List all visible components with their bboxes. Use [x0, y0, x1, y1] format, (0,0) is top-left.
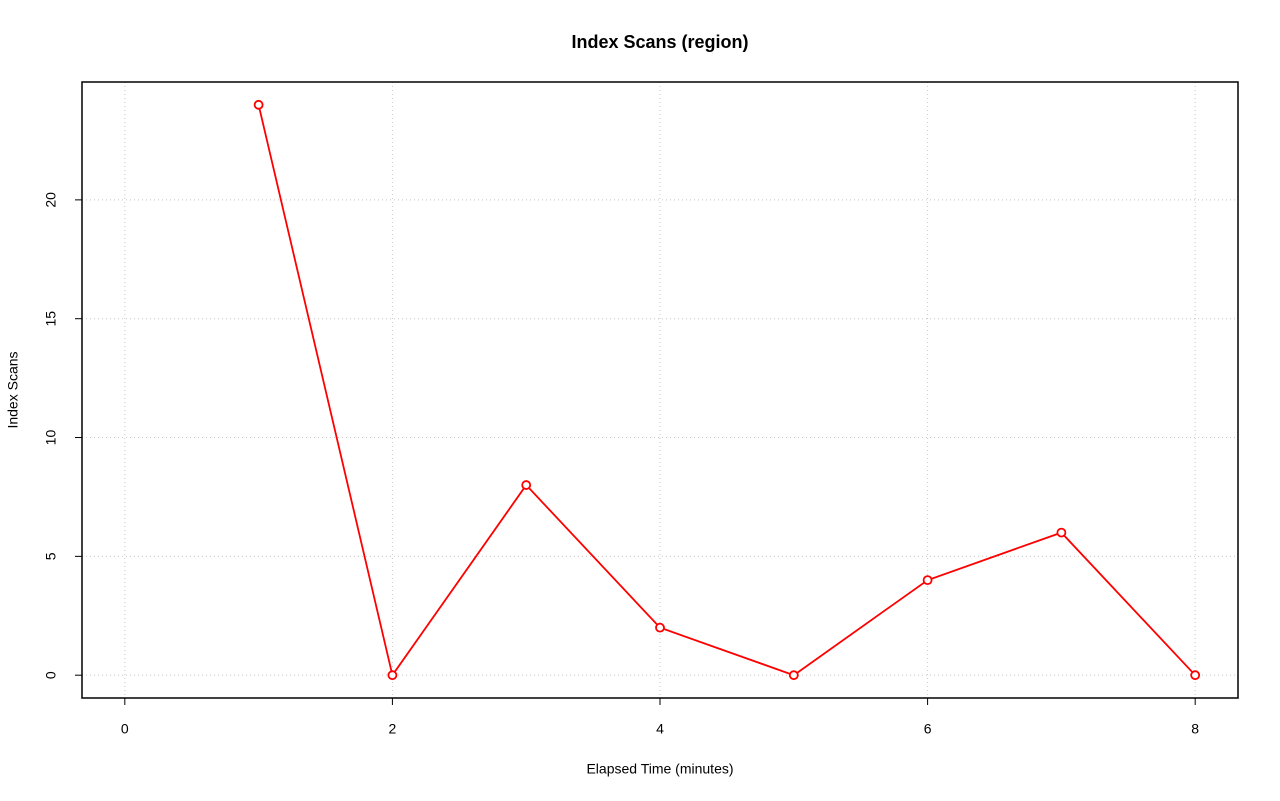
point — [1190, 670, 1201, 681]
point — [387, 670, 398, 681]
point — [253, 99, 264, 110]
grid — [82, 82, 1238, 698]
y-tick-label: 10 — [43, 430, 59, 446]
x-tick-label: 0 — [121, 721, 129, 737]
x-tick-label: 6 — [924, 721, 932, 737]
y-tick-label: 5 — [43, 552, 59, 560]
y-axis-label: Index Scans — [5, 351, 21, 428]
x-tick-label: 8 — [1191, 721, 1199, 737]
point — [521, 480, 532, 490]
x-axis-label: Elapsed Time (minutes) — [586, 761, 733, 777]
x-tick-label: 2 — [389, 721, 397, 737]
point — [788, 670, 799, 681]
line — [257, 104, 1196, 678]
plot-area — [253, 99, 1201, 681]
y-tick-label: 15 — [43, 311, 59, 327]
point — [1056, 527, 1067, 538]
y-tick-label: 0 — [43, 671, 59, 679]
point — [655, 622, 665, 633]
y-tick-label: 20 — [43, 192, 59, 208]
x-tick-label: 4 — [656, 721, 664, 737]
chart-title: Index Scans (region) — [571, 32, 748, 52]
point — [922, 575, 933, 586]
